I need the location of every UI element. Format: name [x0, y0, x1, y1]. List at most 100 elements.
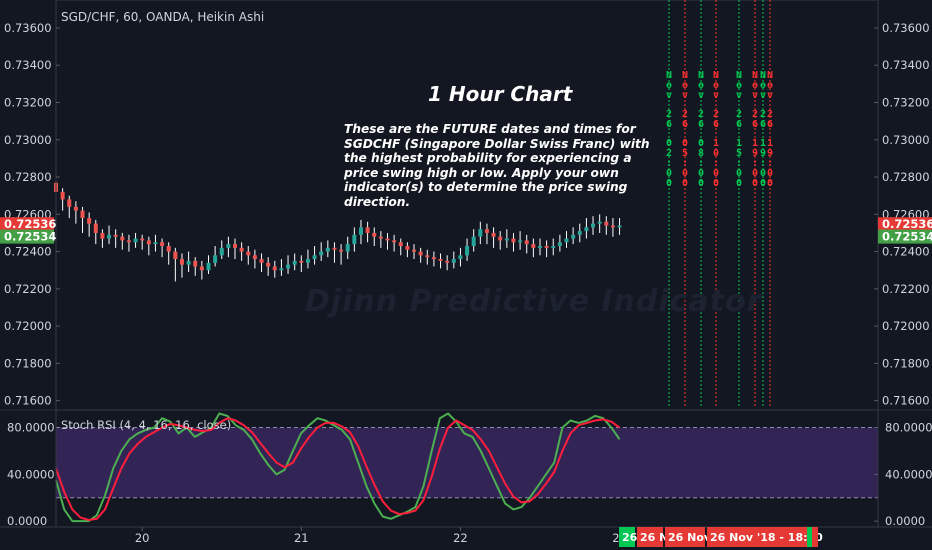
candle-body [345, 244, 350, 252]
candle-body [591, 223, 596, 228]
price-tick-label-left: 0.71800 [4, 356, 52, 370]
candle-body [531, 244, 536, 248]
price-badge-left [0, 229, 54, 244]
future-date-badge [707, 527, 807, 547]
candle-body [153, 242, 158, 245]
candle-body [173, 251, 178, 260]
candle-body [571, 234, 576, 239]
future-date-badge-label: 26 Nov ' [668, 531, 718, 544]
price-tick-label-right: 0.72400 [882, 245, 930, 259]
candle-body [140, 238, 145, 241]
candle-body [279, 268, 284, 271]
chart-note: These are the FUTURE dates and times for… [344, 122, 650, 209]
watermark: Djinn Predictive Indicator [305, 284, 763, 319]
price-tick-label-right: 0.73200 [882, 96, 930, 110]
candle-body [352, 234, 357, 245]
price-tick-label-right: 0.72800 [882, 170, 930, 184]
candle-body [551, 246, 556, 248]
candle-body [471, 236, 476, 246]
candle-body [511, 238, 516, 243]
candle-body [286, 264, 291, 269]
candle-body [425, 255, 430, 258]
price-tick-label-left: 0.73000 [4, 133, 52, 147]
candle-body [107, 234, 112, 239]
candle-body [292, 260, 297, 265]
candle-body [339, 249, 344, 252]
candle-body [438, 259, 443, 261]
candle-body [358, 227, 363, 235]
price-tick-label-left: 0.73600 [4, 21, 52, 35]
candle-body [431, 257, 436, 260]
candle-body [80, 210, 85, 219]
candle-body [498, 236, 503, 241]
candle-body [233, 244, 238, 248]
candle-body [160, 242, 165, 246]
candle-body [219, 247, 224, 256]
future-date-badge-end [807, 527, 812, 547]
price-tick-label-left: 0.73200 [4, 96, 52, 110]
rsi-tick-label-left: 0.0000 [7, 514, 47, 528]
candle-body [478, 229, 483, 237]
price-tick-label-left: 0.72000 [4, 319, 52, 333]
candle-body [120, 236, 125, 241]
candle-body [597, 221, 602, 224]
rsi-tick-label-right: 0.0000 [885, 514, 925, 528]
candle-body [206, 262, 211, 271]
candle-body [405, 246, 410, 250]
candle-body [544, 246, 549, 248]
candle-body [537, 246, 542, 248]
candle-body [100, 232, 105, 239]
candle-body [146, 240, 151, 245]
candle-body [246, 251, 251, 256]
candle-body [372, 232, 377, 237]
candle-body [199, 266, 204, 271]
candle-body [179, 259, 184, 265]
candle-body [252, 255, 257, 260]
candle-body [226, 244, 231, 248]
price-badge-label-right: 0.72534 [882, 230, 932, 244]
candle-body [186, 260, 191, 265]
rsi-tick-label-right: 80.0000 [885, 421, 932, 435]
price-badge-left [0, 217, 54, 232]
candle-body [67, 199, 72, 207]
future-date-badge-label: 26 [622, 531, 638, 544]
candle-body [325, 247, 330, 252]
candle-body [392, 240, 397, 243]
candle-body [332, 247, 337, 250]
candle-body [305, 259, 310, 263]
stoch-rsi-title: Stoch RSI (4, 4, 16, 16, close) [61, 418, 232, 432]
candle-body [484, 229, 489, 233]
chart-headline: 1 Hour Chart [428, 82, 573, 106]
chart-title: SGD/CHF, 60, OANDA, Heikin Ashi [61, 10, 265, 24]
time-tick-label: 21 [294, 531, 309, 545]
candle-body [584, 227, 589, 232]
price-tick-label-right: 0.73400 [882, 58, 930, 72]
candle-body [166, 246, 171, 252]
candle-body [418, 251, 423, 256]
candle-body [491, 232, 496, 237]
price-badge-label-right: 0.72536 [882, 217, 932, 231]
future-date-badge [637, 527, 663, 547]
candle-body [299, 260, 304, 263]
candle-body [445, 260, 450, 263]
candle-body [93, 223, 98, 233]
candle-body [113, 234, 118, 237]
stoch-rsi-pane[interactable] [55, 412, 878, 523]
price-tick-label-left: 0.71600 [4, 394, 52, 408]
candle-body [557, 242, 562, 246]
candle-body [87, 218, 92, 224]
price-tick-label-right: 0.72200 [882, 282, 930, 296]
price-pane[interactable] [54, 178, 622, 282]
candle-body [412, 249, 417, 252]
future-date-badge-label: 26 N [640, 531, 668, 544]
price-badge-label-left: 0.72536 [4, 217, 56, 231]
price-tick-label-left: 0.72800 [4, 170, 52, 184]
